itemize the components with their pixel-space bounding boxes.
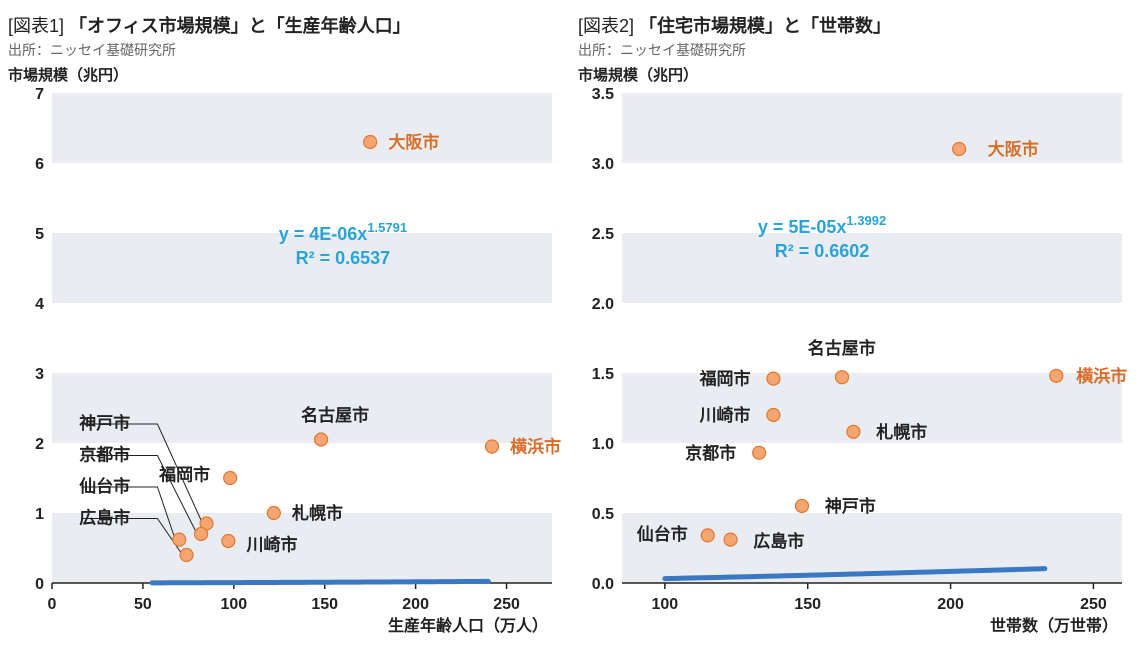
data-point (836, 371, 849, 384)
svg-text:R² = 0.6537: R² = 0.6537 (296, 248, 391, 268)
data-point (173, 533, 186, 546)
svg-text:3: 3 (35, 366, 44, 383)
data-point (486, 440, 499, 453)
chart2-title: [図表2] 「住宅市場規模」と「世帯数」 (578, 12, 1140, 38)
chart-panel-1: [図表1] 「オフィス市場規模」と「生産年齢人口」 出所：ニッセイ基礎研究所 市… (8, 12, 570, 645)
svg-text:1.0: 1.0 (592, 436, 614, 453)
data-point (753, 446, 766, 459)
data-point (767, 372, 780, 385)
svg-text:1: 1 (35, 506, 44, 523)
svg-text:150: 150 (311, 596, 338, 613)
chart1-plot: 01234567050100150200250生産年齢人口（万人）y = 4E-… (8, 87, 570, 645)
point-label: 札幌市 (291, 503, 343, 523)
svg-text:100: 100 (220, 596, 247, 613)
chart2-yaxis-label: 市場規模（兆円） (578, 64, 1140, 85)
svg-text:0: 0 (35, 576, 44, 593)
svg-text:世帯数（万世帯）: 世帯数（万世帯） (990, 616, 1118, 635)
point-label: 神戸市 (825, 496, 876, 516)
svg-text:200: 200 (402, 596, 429, 613)
data-point (953, 143, 966, 156)
data-point (796, 500, 809, 513)
data-point (847, 425, 860, 438)
svg-text:3.5: 3.5 (592, 87, 614, 103)
point-label: 横浜市 (1076, 366, 1127, 386)
point-label: 仙台市 (637, 524, 688, 544)
chart1-source: 出所：ニッセイ基礎研究所 (8, 40, 570, 60)
chart2-source: 出所：ニッセイ基礎研究所 (578, 40, 1140, 60)
point-label: 川崎市 (699, 405, 751, 425)
data-point (195, 528, 208, 541)
point-label: 福岡市 (158, 465, 210, 485)
data-point (364, 136, 377, 149)
point-label: 京都市 (685, 443, 736, 463)
svg-text:2.5: 2.5 (592, 226, 614, 243)
svg-text:生産年齢人口（万人）: 生産年齢人口（万人） (388, 616, 548, 635)
svg-text:6: 6 (35, 156, 44, 173)
point-label: 京都市 (79, 445, 130, 465)
data-point (180, 549, 193, 562)
data-point (315, 433, 328, 446)
svg-text:250: 250 (493, 596, 520, 613)
data-point (724, 533, 737, 546)
point-label: 神戸市 (79, 413, 130, 433)
svg-text:2: 2 (35, 436, 44, 453)
svg-text:1.5: 1.5 (592, 366, 614, 383)
data-point (1050, 369, 1063, 382)
chart1-yaxis-label: 市場規模（兆円） (8, 64, 570, 85)
svg-text:0.5: 0.5 (592, 506, 614, 523)
svg-text:4: 4 (35, 296, 44, 313)
point-label: 名古屋市 (301, 405, 369, 425)
svg-text:R² = 0.6602: R² = 0.6602 (775, 241, 870, 261)
point-label: 仙台市 (79, 476, 130, 496)
point-label: 名古屋市 (808, 338, 876, 358)
svg-text:5: 5 (35, 226, 44, 243)
point-label: 福岡市 (699, 369, 751, 389)
svg-text:2.0: 2.0 (592, 296, 614, 313)
point-label: 広島市 (753, 531, 804, 551)
point-label: 横浜市 (510, 437, 561, 457)
data-point (222, 535, 235, 548)
point-label: 大阪市 (388, 132, 439, 152)
svg-text:0.0: 0.0 (592, 576, 614, 593)
svg-text:3.0: 3.0 (592, 156, 614, 173)
data-point (767, 409, 780, 422)
svg-text:200: 200 (937, 596, 964, 613)
point-label: 札幌市 (875, 422, 927, 442)
svg-text:100: 100 (652, 596, 679, 613)
chart-panel-2: [図表2] 「住宅市場規模」と「世帯数」 出所：ニッセイ基礎研究所 市場規模（兆… (578, 12, 1140, 645)
chart2-plot: 0.0 0.5 1.0 1.5 2.0 2.5 3.0 3.5 100 150 200 250 世帯数（… (578, 87, 1140, 645)
svg-text:7: 7 (35, 87, 44, 103)
data-point (224, 472, 237, 485)
svg-text:250: 250 (1080, 596, 1107, 613)
data-point (701, 529, 714, 542)
svg-text:0: 0 (48, 596, 57, 613)
data-point (267, 507, 280, 520)
point-label: 広島市 (79, 508, 130, 528)
point-label: 大阪市 (988, 139, 1039, 159)
point-label: 川崎市 (246, 535, 298, 555)
svg-text:150: 150 (794, 596, 821, 613)
svg-text:50: 50 (134, 596, 152, 613)
chart1-title: [図表1] 「オフィス市場規模」と「生産年齢人口」 (8, 12, 570, 38)
